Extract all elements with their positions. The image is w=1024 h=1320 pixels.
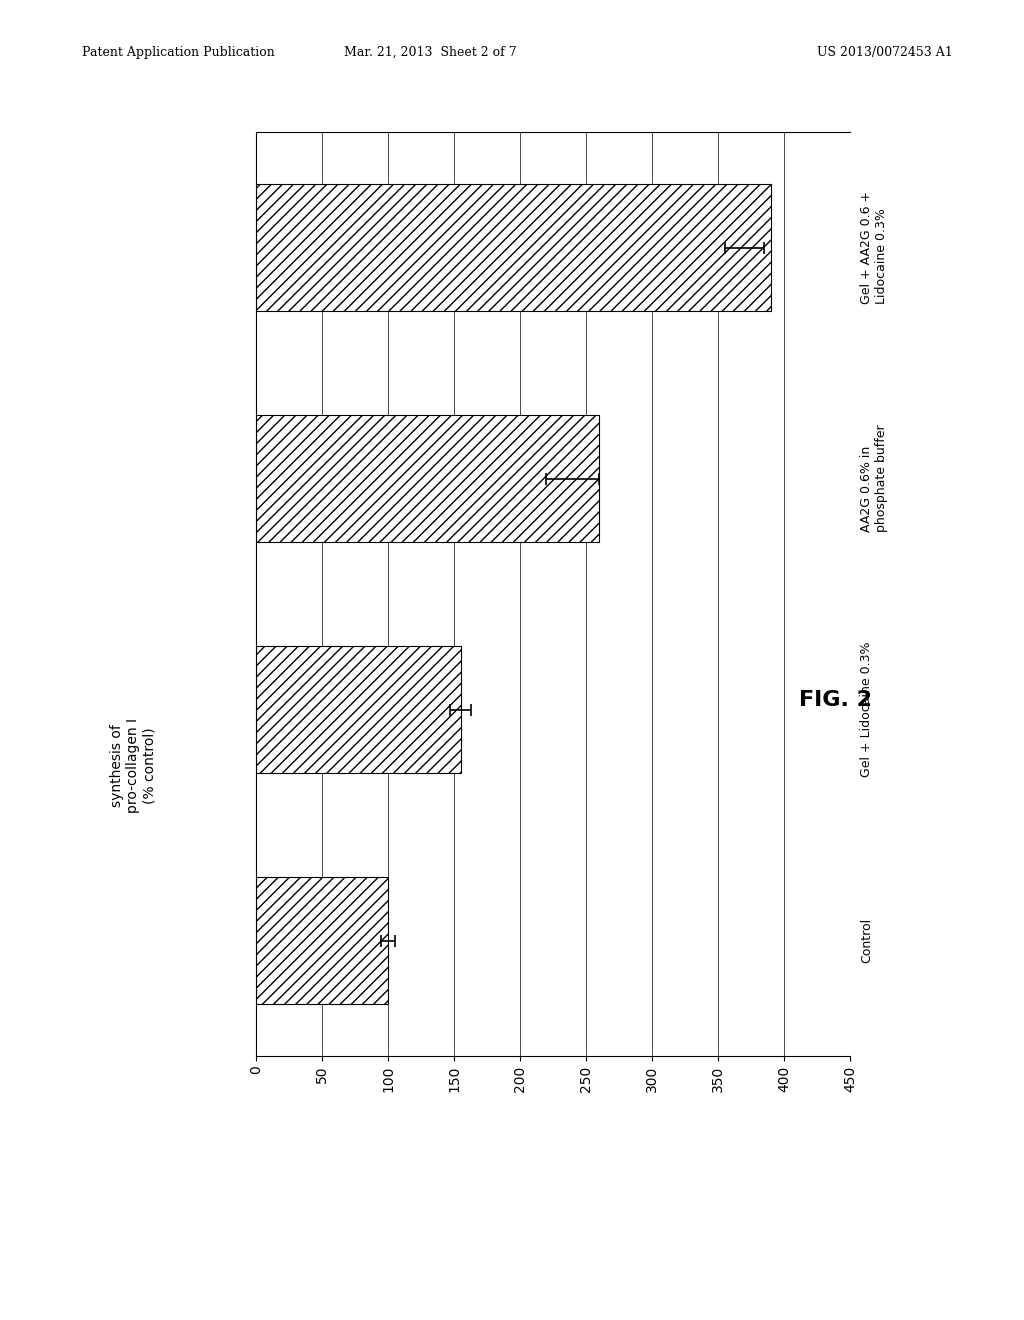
Text: FIG. 2: FIG. 2 xyxy=(799,689,871,710)
Bar xyxy=(256,645,461,774)
Bar xyxy=(256,183,771,312)
Text: Patent Application Publication: Patent Application Publication xyxy=(82,46,274,59)
Text: Gel + AA2G 0.6 +
Lidocaine 0.3%: Gel + AA2G 0.6 + Lidocaine 0.3% xyxy=(860,191,889,304)
Text: Mar. 21, 2013  Sheet 2 of 7: Mar. 21, 2013 Sheet 2 of 7 xyxy=(344,46,516,59)
Text: US 2013/0072453 A1: US 2013/0072453 A1 xyxy=(816,46,952,59)
Bar xyxy=(256,876,388,1005)
Text: AA2G 0.6% in
phosphate buffer: AA2G 0.6% in phosphate buffer xyxy=(860,425,889,532)
Text: Gel + Lidocaine 0.3%: Gel + Lidocaine 0.3% xyxy=(860,642,873,777)
Bar xyxy=(256,414,599,543)
Text: Control: Control xyxy=(860,917,873,964)
Text: synthesis of
pro-collagen I
(% control): synthesis of pro-collagen I (% control) xyxy=(110,718,157,813)
